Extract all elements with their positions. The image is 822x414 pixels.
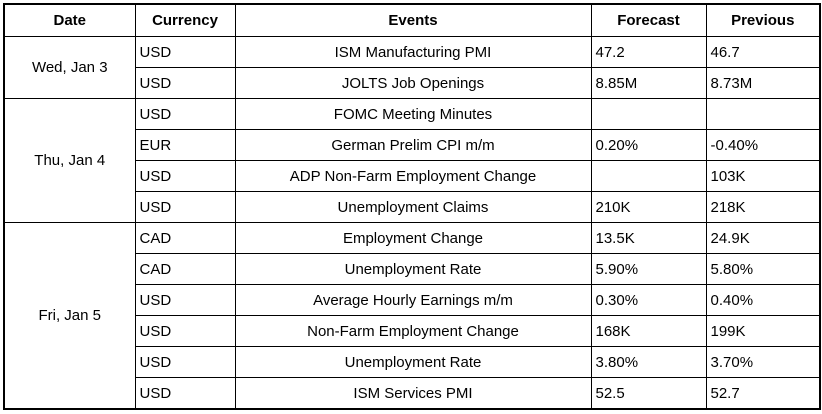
date-cell: Fri, Jan 5	[3, 222, 136, 410]
table-row: USD Non-Farm Employment Change 168K 199K	[4, 315, 821, 347]
currency-cell: USD	[134, 98, 236, 130]
event-cell: Non-Farm Employment Change	[234, 315, 592, 347]
event-cell: ISM Manufacturing PMI	[234, 36, 592, 68]
table-row: USD Unemployment Rate 3.80% 3.70%	[4, 346, 821, 378]
forecast-cell	[590, 98, 707, 130]
currency-cell: EUR	[134, 129, 236, 161]
header-date: Date	[3, 3, 136, 37]
event-cell: JOLTS Job Openings	[234, 67, 592, 99]
event-cell: Average Hourly Earnings m/m	[234, 284, 592, 316]
currency-cell: USD	[134, 284, 236, 316]
forecast-cell: 13.5K	[590, 222, 707, 254]
economic-calendar-table: Date Currency Events Forecast Previous W…	[3, 3, 821, 410]
previous-cell: 52.7	[705, 377, 821, 410]
event-cell: Unemployment Rate	[234, 253, 592, 285]
table-row: EUR German Prelim CPI m/m 0.20% -0.40%	[4, 129, 821, 161]
forecast-cell: 210K	[590, 191, 707, 223]
table-row: Fri, Jan 5 CAD Employment Change 13.5K 24.9K	[3, 222, 821, 410]
event-cell: Employment Change	[234, 222, 592, 254]
previous-cell: 8.73M	[705, 67, 821, 99]
currency-cell: USD	[134, 346, 236, 378]
previous-cell: 218K	[705, 191, 821, 223]
event-cell: ISM Services PMI	[234, 377, 592, 410]
table-row: USD ISM Services PMI 52.5 52.7	[4, 377, 821, 410]
table-row: USD JOLTS Job Openings 8.85M 8.73M	[4, 67, 821, 99]
previous-cell: 46.7	[705, 36, 821, 68]
previous-cell: 103K	[705, 160, 821, 192]
header-previous: Previous	[705, 3, 821, 37]
currency-cell: USD	[134, 67, 236, 99]
currency-cell: USD	[134, 160, 236, 192]
forecast-cell: 0.30%	[590, 284, 707, 316]
event-cell: ADP Non-Farm Employment Change	[234, 160, 592, 192]
table-row: Wed, Jan 3 USD ISM Manufacturing PMI 47.2 46…	[3, 36, 821, 99]
forecast-cell: 47.2	[590, 36, 707, 68]
forecast-cell: 168K	[590, 315, 707, 347]
table-row: CAD Unemployment Rate 5.90% 5.80%	[4, 253, 821, 285]
table-row: Thu, Jan 4 USD FOMC Meeting Minutes	[3, 98, 821, 223]
currency-cell: USD	[134, 315, 236, 347]
previous-cell: -0.40%	[705, 129, 821, 161]
event-cell: Unemployment Claims	[234, 191, 592, 223]
forecast-cell: 52.5	[590, 377, 707, 410]
table-header: Date Currency Events Forecast Previous	[3, 3, 821, 37]
previous-cell: 3.70%	[705, 346, 821, 378]
header-row: Date Currency Events Forecast Previous	[3, 3, 821, 37]
table-row: USD ADP Non-Farm Employment Change 103K	[4, 160, 821, 192]
table-body: Wed, Jan 3 USD ISM Manufacturing PMI 47.2 46…	[3, 36, 821, 410]
previous-cell	[705, 98, 821, 130]
currency-cell: USD	[134, 377, 236, 410]
header-currency: Currency	[134, 3, 236, 37]
currency-cell: USD	[134, 191, 236, 223]
previous-cell: 0.40%	[705, 284, 821, 316]
header-forecast: Forecast	[590, 3, 707, 37]
forecast-cell: 5.90%	[590, 253, 707, 285]
currency-cell: CAD	[134, 253, 236, 285]
event-cell: German Prelim CPI m/m	[234, 129, 592, 161]
date-cell: Thu, Jan 4	[3, 98, 136, 223]
header-events: Events	[234, 3, 592, 37]
forecast-cell	[590, 160, 707, 192]
currency-cell: USD	[134, 36, 236, 68]
previous-cell: 5.80%	[705, 253, 821, 285]
currency-cell: CAD	[134, 222, 236, 254]
previous-cell: 24.9K	[705, 222, 821, 254]
event-cell: FOMC Meeting Minutes	[234, 98, 592, 130]
forecast-cell: 8.85M	[590, 67, 707, 99]
forecast-cell: 3.80%	[590, 346, 707, 378]
forecast-cell: 0.20%	[590, 129, 707, 161]
table-row: USD Unemployment Claims 210K 218K	[4, 191, 821, 223]
event-cell: Unemployment Rate	[234, 346, 592, 378]
date-cell: Wed, Jan 3	[3, 36, 136, 99]
previous-cell: 199K	[705, 315, 821, 347]
